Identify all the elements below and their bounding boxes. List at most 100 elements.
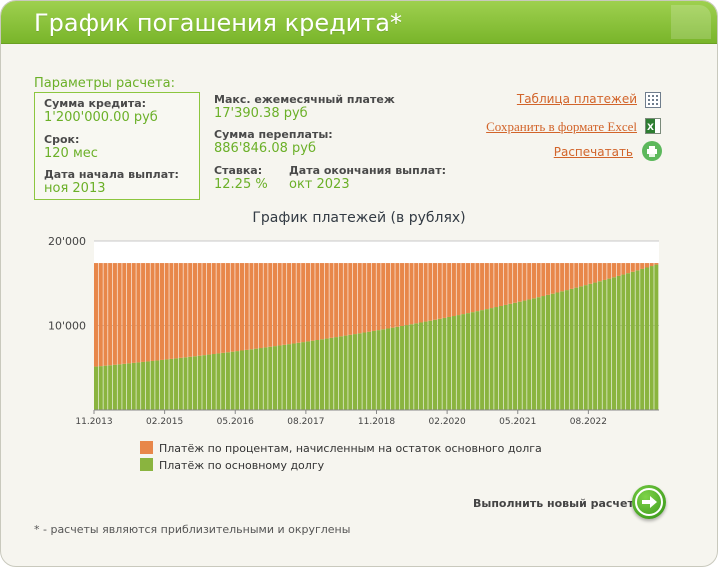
bar-interest <box>630 263 635 272</box>
table-grid-icon[interactable] <box>645 92 661 108</box>
bar-principal <box>494 307 499 410</box>
bar-principal <box>126 363 132 410</box>
bar-principal <box>574 287 579 410</box>
bar-principal <box>404 325 409 410</box>
start-value: ноя 2013 <box>44 181 106 196</box>
print-link[interactable]: Распечатать <box>553 145 633 159</box>
bar-interest <box>484 263 489 310</box>
bar-interest <box>155 263 160 361</box>
bar-principal <box>254 348 259 410</box>
legend-item-interest: Платёж по процентам, начисленным на оста… <box>140 441 542 455</box>
excel-icon[interactable]: X <box>645 118 661 134</box>
bar-principal <box>221 352 226 410</box>
start-label: Дата начала выплат: <box>44 168 179 181</box>
bar-principal <box>305 341 310 410</box>
bar-principal <box>282 344 287 410</box>
bar-interest <box>442 263 447 318</box>
bar-interest <box>126 263 132 364</box>
bar-interest <box>188 263 193 357</box>
bar-principal <box>555 292 560 410</box>
legend-item-principal: Платёж по основному долгу <box>140 458 324 472</box>
bar-principal <box>272 346 278 410</box>
new-calculation-label[interactable]: Выполнить новый расчет <box>473 497 634 510</box>
legend-label-principal: Платёж по основному долгу <box>159 459 325 472</box>
bar-interest <box>268 263 273 347</box>
bar-principal <box>475 311 480 410</box>
bar-interest <box>428 263 433 321</box>
bar-interest <box>230 263 235 352</box>
max-payment-label: Макс. ежемесячный платеж <box>214 93 395 106</box>
bar-interest <box>254 263 259 349</box>
x-tick-label: 08.2022 <box>570 417 607 427</box>
bar-interest <box>578 263 584 287</box>
bar-interest <box>305 263 310 342</box>
bar-principal <box>588 283 593 410</box>
bar-interest <box>385 263 391 329</box>
bar-interest <box>136 263 141 363</box>
bar-interest <box>546 263 551 295</box>
payments-table-link[interactable]: Таблица платежей <box>516 92 637 106</box>
bar-interest <box>447 263 452 317</box>
bar-principal <box>560 291 565 410</box>
header-decoration <box>671 5 711 39</box>
excel-export-link[interactable]: Сохранить в формате Excel <box>486 119 637 134</box>
bar-principal <box>376 330 381 410</box>
legend-swatch-interest <box>140 441 153 454</box>
bar-principal <box>98 366 103 410</box>
bar-principal <box>517 301 522 410</box>
bar-interest <box>418 263 423 323</box>
bar-principal <box>465 313 471 410</box>
bar-interest <box>131 263 136 363</box>
footnote: * - расчеты являются приблизительными и … <box>34 523 351 536</box>
bar-interest <box>94 263 99 367</box>
bar-principal <box>141 361 146 410</box>
bar-principal <box>593 282 598 410</box>
x-tick-label: 05.2021 <box>499 417 536 427</box>
bar-interest <box>277 263 282 346</box>
bar-interest <box>456 263 461 316</box>
bar-principal <box>527 299 532 410</box>
bar-principal <box>230 351 235 410</box>
bar-principal <box>207 354 212 410</box>
bar-interest <box>564 263 569 291</box>
bar-principal <box>423 321 428 410</box>
printer-icon[interactable] <box>641 140 663 162</box>
bar-interest <box>470 263 475 313</box>
bar-interest <box>103 263 108 366</box>
bar-principal <box>239 350 245 410</box>
bar-principal <box>480 310 485 410</box>
new-calculation-button[interactable] <box>632 485 666 519</box>
amount-label: Сумма кредита: <box>44 97 147 110</box>
bar-interest <box>498 263 504 306</box>
bar-principal <box>569 288 574 410</box>
bar-principal <box>277 345 282 410</box>
bar-interest <box>352 263 358 335</box>
bar-interest <box>334 263 339 338</box>
bar-principal <box>381 329 386 410</box>
bar-principal <box>362 332 367 410</box>
bar-interest <box>329 263 334 338</box>
bar-principal <box>635 270 640 410</box>
bar-interest <box>494 263 499 308</box>
y-tick-label: 20'000 <box>48 235 86 248</box>
bar-principal <box>169 358 174 410</box>
bar-interest <box>376 263 381 331</box>
bar-principal <box>418 322 423 410</box>
bar-principal <box>390 327 395 410</box>
bar-interest <box>371 263 376 331</box>
bar-principal <box>197 355 202 410</box>
bar-principal <box>159 359 165 410</box>
bar-principal <box>94 366 99 410</box>
bar-principal <box>461 314 466 410</box>
bar-interest <box>108 263 113 366</box>
bar-interest <box>654 263 659 265</box>
bar-interest <box>536 263 541 298</box>
bar-principal <box>367 331 372 410</box>
bar-principal <box>183 357 188 410</box>
x-tick-label: 05.2016 <box>217 417 254 427</box>
bar-principal <box>320 339 325 410</box>
bar-principal <box>155 360 160 410</box>
bar-interest <box>522 263 527 301</box>
bar-interest <box>174 263 179 359</box>
overpay-label: Сумма переплаты: <box>214 128 333 141</box>
